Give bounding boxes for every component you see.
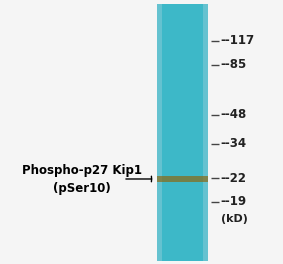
Text: (pSer10): (pSer10) <box>53 182 111 195</box>
Text: Phospho-p27 Kip1: Phospho-p27 Kip1 <box>22 164 142 177</box>
Text: (kD): (kD) <box>221 214 248 224</box>
Text: --22: --22 <box>221 172 247 185</box>
Bar <box>157 176 208 182</box>
Bar <box>157 4 162 261</box>
Text: --19: --19 <box>221 195 247 209</box>
Bar <box>203 4 208 261</box>
Text: --117: --117 <box>221 34 255 48</box>
Bar <box>157 4 208 261</box>
Text: --34: --34 <box>221 137 247 150</box>
Text: --85: --85 <box>221 58 247 71</box>
Text: --48: --48 <box>221 108 247 121</box>
